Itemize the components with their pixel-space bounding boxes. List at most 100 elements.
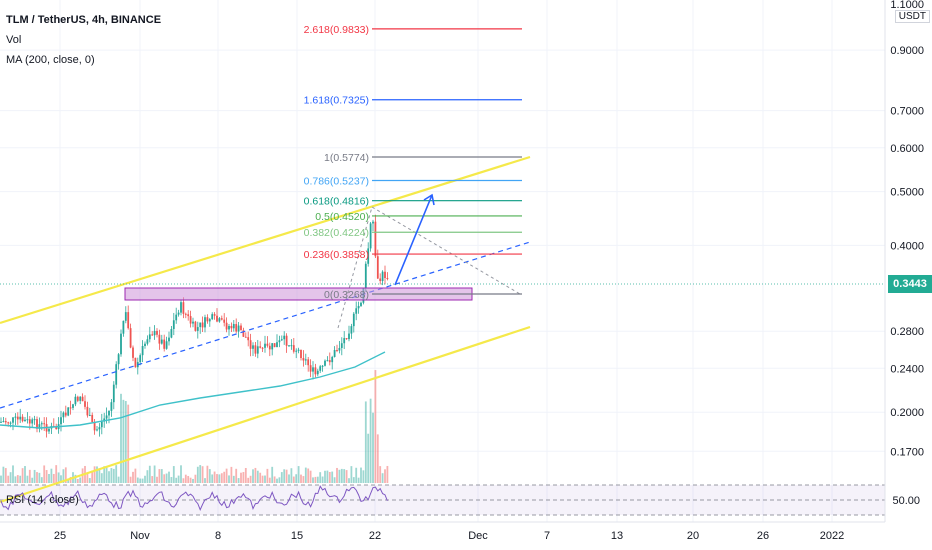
volume-bar	[348, 478, 350, 483]
volume-bar	[151, 476, 154, 483]
candle-body	[268, 345, 271, 350]
volume-bar	[163, 474, 166, 483]
volume-bar	[136, 477, 139, 483]
rsi-label[interactable]: RSI (14, close)	[6, 494, 79, 506]
candle-body	[338, 347, 341, 351]
candle-body	[0, 421, 2, 423]
chart-legend: TLM / TetherUS, 4h, BINANCE Vol MA (200,…	[6, 10, 161, 70]
candle-body	[319, 366, 322, 371]
candle-body	[300, 349, 302, 359]
candle-body	[232, 324, 235, 329]
candle-body	[60, 417, 62, 425]
candle-body	[297, 349, 300, 351]
volume-bar	[340, 468, 343, 483]
candle-body	[244, 336, 247, 338]
candle-body	[103, 418, 106, 422]
volume-bar	[19, 475, 22, 483]
candle-body	[96, 429, 98, 431]
volume-bar	[369, 398, 372, 483]
volume-bar	[278, 477, 281, 483]
candle-body	[31, 419, 34, 424]
candle-body	[16, 416, 19, 420]
volume-bar	[242, 472, 245, 483]
candle-body	[340, 343, 343, 348]
volume-bar	[352, 477, 355, 483]
candle-body	[384, 271, 386, 279]
vol-label[interactable]: Vol	[6, 34, 22, 46]
volume-bar	[314, 476, 317, 483]
volume-bar	[264, 475, 266, 483]
volume-bar	[50, 468, 53, 483]
candle-body	[194, 321, 197, 331]
candle-body	[76, 396, 79, 401]
candle-body	[199, 322, 202, 328]
time-tick-label: 15	[291, 530, 303, 542]
channel-upper-line	[0, 155, 531, 325]
candle-body	[117, 354, 120, 365]
candle-body	[64, 412, 67, 416]
volume-bar	[7, 475, 10, 483]
volume-bar	[156, 476, 158, 483]
price-tick-label: 0.1700	[890, 446, 924, 458]
candle-body	[321, 365, 324, 367]
volume-bar	[124, 401, 127, 483]
volume-bar	[324, 470, 326, 483]
candle-body	[156, 330, 158, 335]
volume-bar	[21, 468, 24, 483]
candle-body	[331, 356, 334, 363]
candle-body	[182, 302, 185, 314]
volume-bar	[376, 434, 379, 483]
volume-bar	[88, 478, 91, 483]
candle-body	[14, 416, 17, 418]
volume-bar	[206, 465, 209, 483]
volume-bar	[52, 473, 55, 483]
candle-body	[62, 412, 65, 418]
candle-body	[4, 421, 7, 423]
candle-body	[110, 402, 113, 411]
candle-body	[290, 345, 293, 347]
volume-bar	[189, 477, 192, 483]
candle-body	[26, 419, 29, 421]
volume-bar	[319, 472, 322, 483]
time-tick-label: 25	[54, 530, 66, 542]
candle-body	[206, 317, 209, 322]
candle-body	[379, 278, 382, 282]
candle-body	[343, 338, 346, 344]
volume-bar	[295, 474, 298, 483]
currency-label[interactable]: USDT	[894, 10, 930, 23]
volume-bar	[28, 469, 31, 483]
candle-body	[67, 407, 70, 416]
volume-bar	[372, 412, 374, 483]
volume-bar	[302, 476, 305, 483]
volume-bar	[321, 476, 324, 483]
volume-bar	[117, 476, 120, 483]
fib-level-label: 0.786(0.5237)	[304, 175, 369, 187]
volume-bar	[148, 465, 151, 483]
candle-body	[91, 414, 94, 422]
price-tick-label: 1.1000	[890, 0, 924, 11]
volume-bar	[237, 478, 240, 483]
candle-body	[36, 419, 38, 429]
volume-bar	[187, 475, 190, 483]
fib-level-label: 0.382(0.4224)	[304, 227, 369, 239]
candle-body	[124, 312, 127, 321]
volume-bar	[326, 470, 329, 483]
candle-body	[264, 343, 266, 348]
volume-bar	[38, 472, 41, 483]
volume-bar	[122, 399, 125, 483]
volume-bar	[290, 468, 293, 483]
volume-bar	[175, 477, 178, 483]
candle-body	[168, 337, 170, 342]
volume-bar	[333, 477, 336, 483]
symbol-title[interactable]: TLM / TetherUS, 4h, BINANCE	[6, 14, 162, 26]
volume-bar	[220, 473, 223, 483]
volume-bar	[45, 470, 48, 483]
candle-body	[177, 312, 180, 315]
volume-bar	[132, 471, 134, 483]
volume-bar	[357, 477, 360, 483]
volume-bar	[180, 465, 182, 483]
ma-label[interactable]: MA (200, close, 0)	[6, 54, 95, 66]
volume-bar	[26, 475, 29, 483]
candle-body	[112, 384, 115, 403]
